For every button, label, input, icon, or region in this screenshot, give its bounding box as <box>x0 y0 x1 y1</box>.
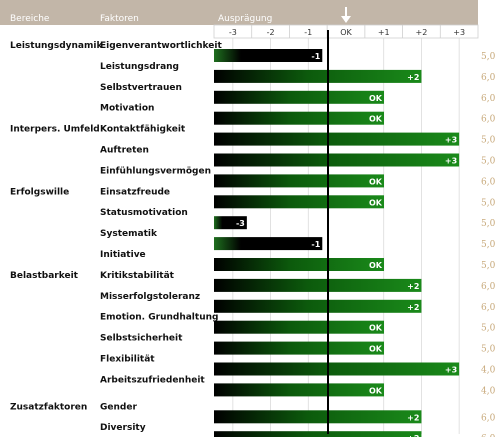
factor-label: Motivation <box>100 104 154 114</box>
score-value: 5,0 <box>481 52 496 62</box>
tick-label: +3 <box>453 28 465 37</box>
factor-label: Initiative <box>100 250 146 260</box>
factor-label: Statusmotivation <box>100 208 188 218</box>
bar-value-label: OK <box>369 324 383 333</box>
tick-label: -1 <box>304 28 312 37</box>
score-value: 6,0 <box>481 303 496 313</box>
tick-label: OK <box>340 28 352 37</box>
factor-label: Eigenverantwortlichkeit <box>100 41 222 51</box>
score-value: 4,0 <box>481 366 496 376</box>
factor-label: Misserfolgstoleranz <box>100 292 200 302</box>
factor-label: Kontaktfähigkeit <box>100 125 186 135</box>
bar-value-label: +3 <box>445 157 457 166</box>
score-value: 6,0 <box>481 177 496 187</box>
bar-value-label: OK <box>369 386 383 395</box>
bar-value-label: +2 <box>407 413 419 422</box>
down-arrow-icon <box>341 7 351 23</box>
bar <box>214 216 247 230</box>
score-value: 6,0 <box>481 282 496 292</box>
score-value: 6,0 <box>481 413 496 423</box>
bar-value-label: -1 <box>311 52 320 61</box>
bar <box>214 111 384 125</box>
factor-label: Arbeitszufriedenheit <box>100 375 205 385</box>
bar-value-label: +3 <box>445 136 457 145</box>
bar-value-label: +2 <box>407 303 419 312</box>
bar <box>214 410 422 424</box>
factor-label: Flexibilität <box>100 355 155 365</box>
bar <box>214 258 384 271</box>
score-value: 5,0 <box>481 219 496 229</box>
bar <box>214 341 384 355</box>
bar <box>214 195 384 209</box>
score-value: 5,0 <box>481 261 496 271</box>
bar <box>214 90 384 104</box>
group-label: Belastbarkeit <box>10 271 79 281</box>
bar <box>214 49 323 62</box>
tick-label: +2 <box>416 28 428 37</box>
factor-label: Selbstvertrauen <box>100 83 182 93</box>
bar-value-label: OK <box>369 261 383 270</box>
bar-value-label: OK <box>369 198 383 207</box>
bar <box>214 153 460 167</box>
score-value: 6,0 <box>481 434 496 437</box>
score-value: 5,0 <box>481 136 496 146</box>
tick-row <box>213 24 479 39</box>
factor-label: Auftreten <box>100 146 149 156</box>
bar <box>214 431 422 437</box>
header-bar <box>0 0 478 25</box>
bar-value-label: +2 <box>407 434 419 437</box>
bar-value-label: OK <box>369 115 383 124</box>
score-value: 4,0 <box>481 386 496 396</box>
group-label: Zusatzfaktoren <box>10 402 87 412</box>
bar-value-label: -1 <box>311 240 320 249</box>
bar <box>214 278 422 292</box>
factor-label: Emotion. Grundhaltung <box>100 313 218 323</box>
score-value: 5,0 <box>481 345 496 355</box>
header-auspraegung: Ausprägung <box>218 14 272 24</box>
bar-value-label: OK <box>369 177 383 186</box>
bar <box>214 237 323 251</box>
header-faktoren: Faktoren <box>100 14 139 24</box>
score-value: 5,0 <box>481 240 496 250</box>
score-value: 5,0 <box>481 198 496 208</box>
factor-label: Kritikstabilität <box>100 271 175 281</box>
factor-label: Einsatzfreude <box>100 187 170 197</box>
factor-label: Leistungsdrang <box>100 62 179 72</box>
factor-label: Systematik <box>100 229 158 239</box>
score-value: 6,0 <box>481 94 496 104</box>
factor-label: Gender <box>100 402 137 412</box>
bar-value-label: +3 <box>445 366 457 375</box>
score-value: 5,0 <box>481 324 496 334</box>
bar-value-label: OK <box>369 94 383 103</box>
bar-value-label: -3 <box>236 219 245 228</box>
factor-label: Diversity <box>100 423 146 433</box>
bar-value-label: OK <box>369 345 383 354</box>
bar-value-label: +2 <box>407 282 419 291</box>
bar <box>214 69 422 83</box>
score-value: 6,0 <box>481 73 496 83</box>
bar <box>214 383 384 397</box>
header-bereiche: Bereiche <box>10 14 50 24</box>
group-label: Leistungsdynamik <box>10 41 103 51</box>
bar <box>214 362 460 376</box>
tick-label: -3 <box>229 28 237 37</box>
factor-label: Selbstsicherheit <box>100 334 183 344</box>
bar <box>214 174 384 188</box>
group-label: Interpers. Umfeld <box>10 125 100 135</box>
score-value: 6,0 <box>481 115 496 125</box>
bar <box>214 320 384 334</box>
tick-label: -2 <box>267 28 275 37</box>
factor-label: Einfühlungsvermögen <box>100 166 211 176</box>
group-label: Erfolgswille <box>10 187 69 197</box>
tick-label: +1 <box>378 28 390 37</box>
bar-value-label: +2 <box>407 73 419 82</box>
score-value: 5,0 <box>481 157 496 167</box>
bar <box>214 132 460 146</box>
tick-labels: -3 -2 -1 OK +1 +2 +3 <box>229 25 465 38</box>
bar <box>214 299 422 313</box>
